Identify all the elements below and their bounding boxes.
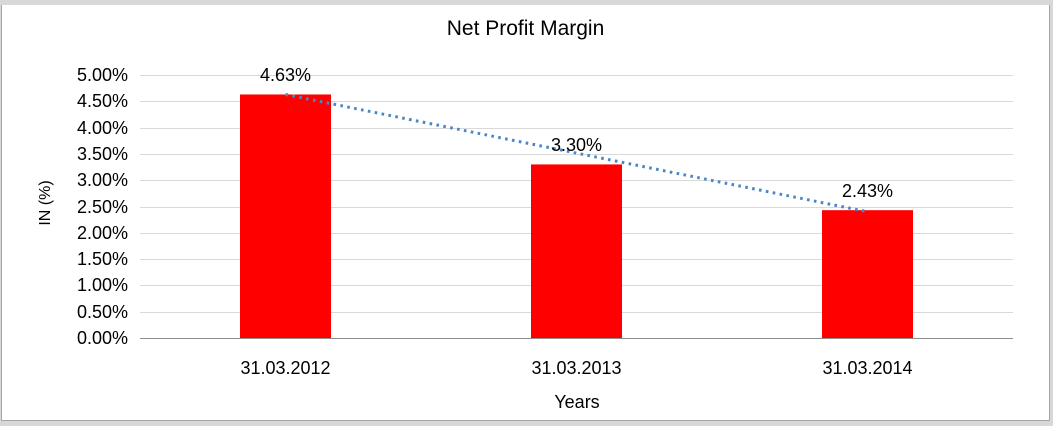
y-tick-label: 2.00%	[76, 222, 128, 243]
y-tick-label: 3.00%	[76, 170, 128, 191]
x-tick-label: 31.03.2013	[531, 358, 622, 378]
bar	[822, 210, 913, 338]
y-tick-label: 3.50%	[76, 143, 128, 164]
y-tick-label: 5.00%	[76, 65, 128, 85]
y-tick-label: 1.50%	[76, 249, 128, 270]
x-tick-label: 31.03.2012	[240, 358, 331, 378]
x-tick-label: 31.03.2014	[822, 358, 913, 378]
y-tick-label: 4.00%	[76, 117, 128, 138]
y-tick-label: 0.00%	[76, 328, 128, 348]
y-tick-label: 2.50%	[76, 196, 128, 217]
data-label: 3.30%	[550, 135, 603, 156]
y-axis-title-text: IN (%)	[37, 180, 54, 226]
chart-title: Net Profit Margin	[446, 17, 605, 40]
trendline	[285, 92, 868, 214]
y-tick-label: 4.50%	[76, 91, 128, 112]
bar	[240, 94, 331, 338]
bar	[531, 164, 622, 338]
y-tick-label: 1.00%	[76, 275, 128, 296]
data-label: 2.43%	[841, 181, 894, 202]
data-label: 4.63%	[259, 65, 312, 86]
x-axis-title: Years	[554, 392, 600, 412]
y-tick-label: 0.50%	[76, 301, 128, 322]
